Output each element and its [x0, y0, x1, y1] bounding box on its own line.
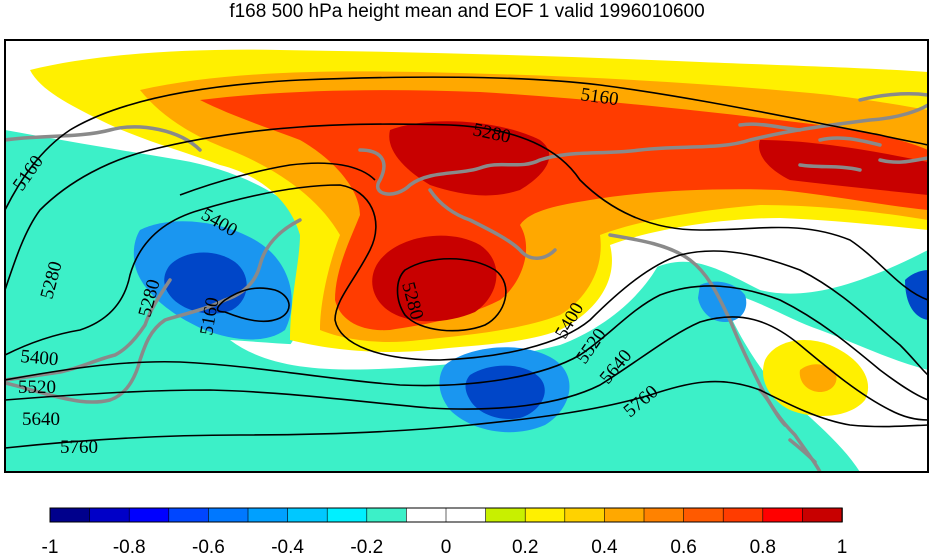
colorbar-cell [524, 507, 566, 523]
contour-5160-north [5, 76, 928, 211]
map-frame [4, 39, 929, 473]
contour-label-5520-west: 5520 [18, 377, 56, 398]
colorbar-cell [168, 507, 210, 523]
colorbar-tick-label: 0.2 [512, 537, 538, 558]
colorbar-cell [802, 507, 843, 523]
coastline-arctic-islands [738, 92, 928, 172]
colorbar-cell [247, 507, 289, 523]
contour-label-5760-west: 5760 [60, 437, 98, 458]
colorbar-cell [683, 507, 724, 523]
colorbar-cell [564, 507, 606, 523]
colorbar-labels: -1 -0.8 -0.6 -0.4 -0.2 0 0.2 0.4 0.6 0.8 1 [42, 537, 848, 558]
map-plot-area [5, 40, 928, 472]
colorbar-tick-label: 0 [441, 537, 452, 558]
colorbar-tick-label: 0.8 [750, 537, 776, 558]
contour-5760 [5, 380, 928, 449]
colorbar-tick-label: -0.8 [113, 537, 146, 558]
coastline-mexico [758, 388, 817, 464]
colorbar-cell [604, 507, 645, 523]
contour-labels: 5160 5160 5160 5280 5280 5280 5280 5400 … [9, 84, 662, 458]
coastline-north-america [5, 103, 928, 196]
neutral-gap [230, 262, 660, 370]
coastline-alaska [428, 188, 557, 260]
colorbar-cell [485, 507, 527, 523]
colorbar-tick-label: -0.6 [192, 537, 225, 558]
contour-5640 [5, 316, 928, 421]
contour-label-5400-west: 5400 [20, 346, 60, 370]
contour-5280-north [5, 123, 928, 301]
colorbar-cells [49, 507, 843, 523]
colorbar-cell [326, 507, 368, 523]
contour-5160-low [216, 287, 290, 323]
colorbar: -1 -0.8 -0.6 -0.4 -0.2 0 0.2 0.4 0.6 0.8 1 [42, 507, 848, 558]
colorbar-cell [128, 507, 170, 523]
colorbar-cell [643, 507, 685, 523]
contour-5520 [5, 285, 928, 401]
positive-anomaly-darkred-center [372, 235, 497, 322]
colorbar-cell [208, 507, 249, 523]
colorbar-tick-label: -0.4 [271, 537, 304, 558]
negative-anomaly-west [5, 130, 928, 472]
colorbar-cell [722, 507, 764, 523]
colorbar-cell [366, 507, 408, 523]
colorbar-cell [287, 507, 329, 523]
positive-anomaly-orange-east [799, 364, 837, 392]
plot-title: f168 500 hPa height mean and EOF 1 valid… [229, 1, 705, 22]
colorbar-cell [406, 507, 447, 523]
coastline-west-coast [608, 233, 822, 472]
colorbar-cell [445, 507, 487, 523]
contour-label-5160-north: 5160 [579, 84, 620, 110]
colorbar-cell [89, 507, 130, 523]
contours [5, 76, 928, 449]
colorbar-tick-label: 0.6 [670, 537, 696, 558]
contour-5400-inner [179, 162, 376, 196]
colorbar-cell [762, 507, 804, 523]
contour-label-5640-west: 5640 [22, 409, 60, 430]
colorbar-tick-label: 0.4 [591, 537, 618, 558]
colorbar-tick-label: -1 [42, 537, 59, 558]
coastline-east-asia [5, 278, 172, 382]
contour-5280-center [396, 257, 507, 332]
colorbar-frame [49, 507, 843, 523]
colorbar-cell [49, 507, 91, 523]
colorbar-tick-label: -0.2 [350, 537, 383, 558]
contour-5400 [5, 184, 928, 376]
colorbar-tick-label: 1 [837, 537, 848, 558]
